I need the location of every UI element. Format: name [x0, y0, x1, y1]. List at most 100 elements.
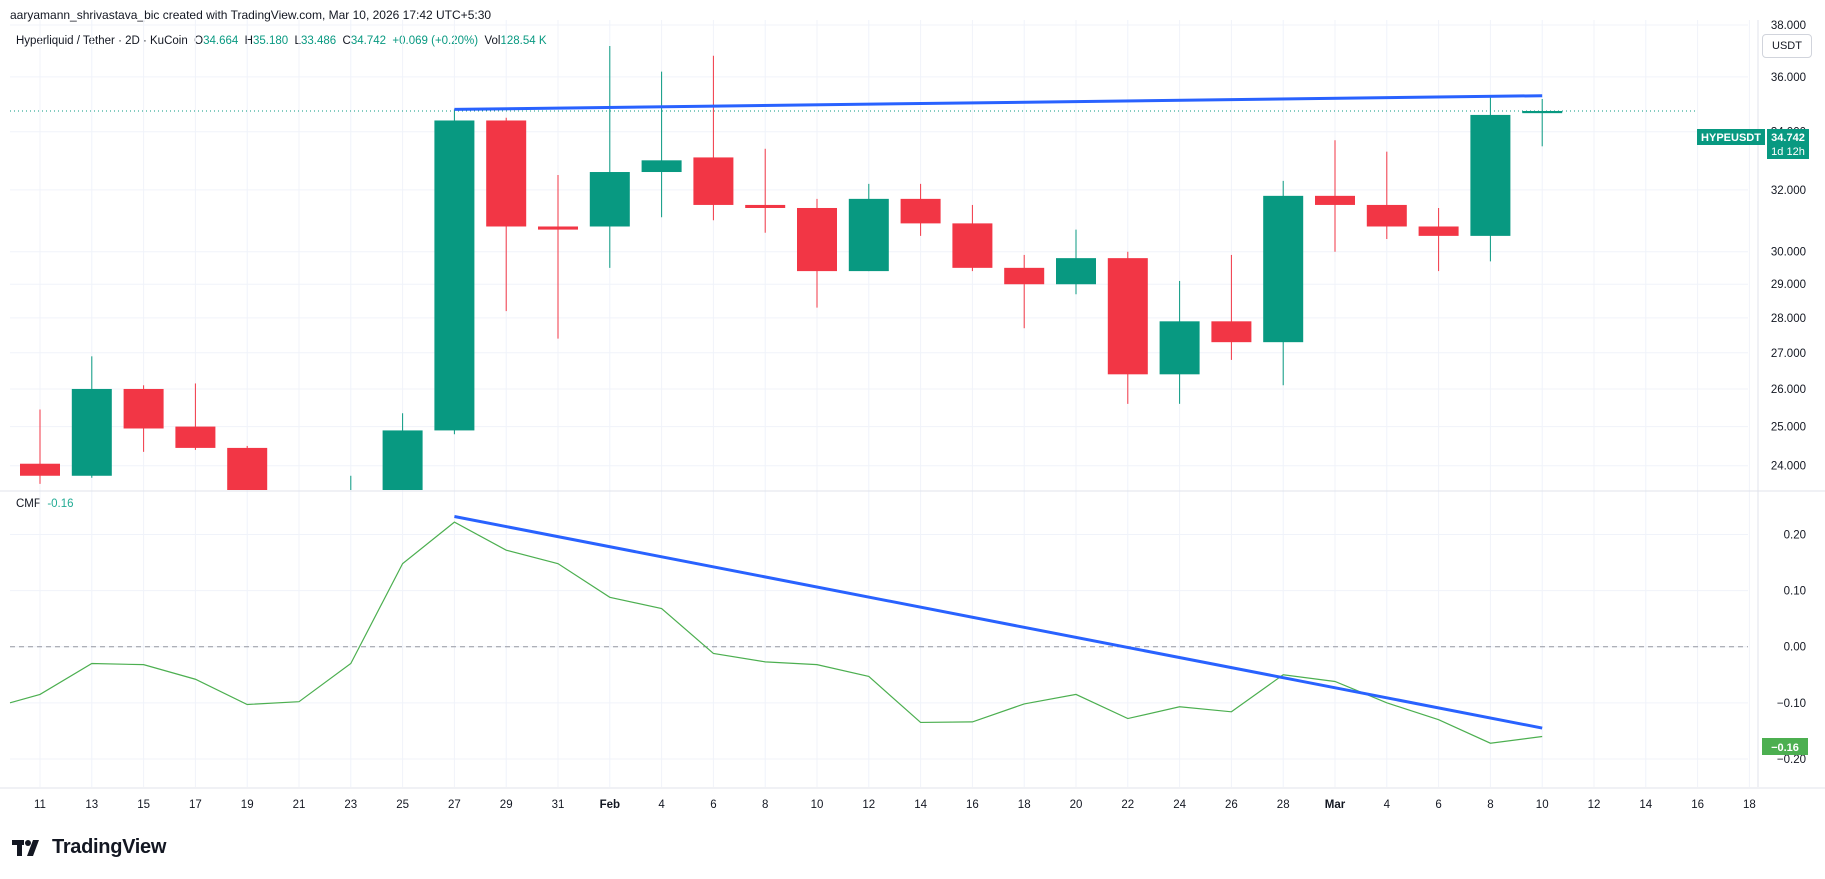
price-tick-label: 27.000	[1771, 348, 1806, 360]
x-tick-label: 13	[85, 799, 98, 811]
candle-body	[952, 223, 993, 268]
cmf-tag-bg	[1762, 738, 1808, 755]
x-tick-label: 18	[1018, 799, 1031, 811]
chart-canvas[interactable]: 24.000 25.000 26.000 27.000 28.000 29.000 30.0…	[0, 0, 1825, 825]
x-tick-label: 10	[811, 799, 824, 811]
price-tick-label: 25.000	[1771, 422, 1806, 434]
candle-body	[538, 226, 578, 230]
price-tick-label: 38.000	[1771, 20, 1806, 32]
candle-body	[900, 198, 941, 224]
x-tick-label: 19	[241, 799, 254, 811]
x-tick-label: 14	[914, 799, 927, 811]
x-tick-label: 20	[1070, 799, 1083, 811]
x-tick-label: 23	[344, 799, 357, 811]
low-label: L	[294, 35, 301, 47]
price-tick-label: 26.000	[1771, 384, 1806, 396]
candle-body	[227, 447, 268, 490]
price-tick-label: 32.000	[1771, 185, 1806, 197]
price-tag-symbol-bg	[1697, 129, 1765, 145]
low-value: 33.486	[300, 35, 337, 47]
candle-body	[1263, 195, 1304, 343]
x-tick-label: 29	[500, 799, 513, 811]
candle-body	[1418, 226, 1459, 236]
x-tick-label: 8	[762, 799, 768, 811]
cmf-tick-label: −0.10	[1777, 698, 1806, 710]
x-tick-label: 31	[552, 799, 565, 811]
attribution-text: aaryamann_shrivastava_bic created with T…	[10, 8, 492, 22]
x-tick-label: 14	[1639, 799, 1652, 811]
x-tick-label: 11	[34, 799, 46, 811]
cmf-line	[9, 521, 1543, 744]
x-tick-label: 16	[1691, 799, 1704, 811]
x-tick-label: 26	[1225, 799, 1238, 811]
candle-body	[848, 198, 889, 272]
cmf-tick-label: 0.20	[1784, 529, 1806, 541]
x-tick-label: 4	[1384, 799, 1391, 811]
x-tick-label: 12	[1588, 799, 1601, 811]
tradingview-logo[interactable]: TradingView	[12, 836, 166, 859]
x-tick-label: 15	[137, 799, 150, 811]
candle-body	[745, 204, 786, 208]
candle-body	[797, 207, 837, 272]
tradingview-logo-icon	[12, 839, 39, 856]
candle-body	[382, 430, 423, 490]
x-tick-label: 6	[1435, 799, 1441, 811]
candle-body	[175, 426, 216, 448]
x-tick-label: 25	[396, 799, 409, 811]
candle-body	[641, 160, 682, 173]
resistance-trendline	[454, 94, 1543, 111]
high-label: H	[244, 35, 253, 47]
close-label: C	[342, 35, 351, 47]
price-tag-symbol: HYPEUSDT	[1701, 132, 1761, 144]
grid-lines	[0, 20, 1825, 789]
open-value: 34.664	[203, 35, 239, 47]
x-tick-label: 17	[189, 799, 202, 811]
candle-body	[589, 172, 630, 227]
x-tick-label: 8	[1487, 799, 1493, 811]
open-label: O	[194, 35, 204, 47]
symbol-name: Hyperliquid / Tether · 2D · KuCoin	[16, 35, 188, 47]
change-value: +0.069 (+0.20%)	[392, 35, 479, 47]
candle-body	[123, 388, 164, 429]
candle-body	[486, 120, 527, 227]
price-tag-value: 34.742	[1771, 132, 1805, 144]
cmf-tick-label: −0.20	[1777, 754, 1806, 766]
candle-body	[693, 157, 734, 205]
price-tick-label: 24.000	[1771, 461, 1806, 473]
x-tick-label: 27	[448, 799, 461, 811]
candle-body	[434, 120, 475, 431]
cmf-value: -0.16	[47, 498, 74, 510]
cmf-pane: 0.20 0.10 0.00 −0.10 −0.20	[9, 515, 1806, 766]
candle-body	[1004, 267, 1045, 285]
price-tag-countdown: 1d 12h	[1771, 146, 1805, 158]
symbol-legend: Hyperliquid / Tether · 2D · KuCoin O34.6…	[16, 35, 547, 47]
candle-body	[20, 463, 60, 476]
price-tags: HYPEUSDT 34.742 1d 12h −0.16	[1697, 129, 1809, 755]
x-tick-label: 4	[658, 799, 665, 811]
x-tick-label: Mar	[1325, 799, 1346, 811]
tradingview-logo-text: TradingView	[52, 836, 167, 858]
x-tick-label: 10	[1536, 799, 1549, 811]
candle-body	[71, 388, 112, 476]
price-tick-label: 29.000	[1771, 279, 1806, 291]
x-tick-label: 18	[1743, 799, 1756, 811]
price-tick-label: 36.000	[1771, 72, 1806, 84]
cmf-tick-label: 0.10	[1784, 586, 1806, 598]
price-axis: 24.000 25.000 26.000 27.000 28.000 29.000 30.0…	[1771, 20, 1806, 473]
cmf-label: CMF	[16, 498, 41, 510]
x-tick-label: 12	[862, 799, 875, 811]
cmf-trendline	[454, 515, 1543, 730]
candle-body	[1522, 110, 1563, 114]
candle-body	[1366, 204, 1407, 227]
price-tick-label: 28.000	[1771, 313, 1806, 325]
x-tick-label: 28	[1277, 799, 1290, 811]
currency-button[interactable]: USDT	[1762, 34, 1812, 58]
x-tick-label: Feb	[600, 799, 620, 811]
candle-body	[1211, 321, 1252, 343]
volume-value: 128.54 K	[500, 35, 547, 47]
volume-label: Vol	[484, 35, 501, 47]
time-axis: 11 13 15 17 19 21 23 25 27 29 31 Feb 4 6 8 10 12 14 16 18 20…	[34, 799, 1756, 811]
candle-body	[1159, 321, 1200, 375]
price-tag-bg	[1767, 129, 1809, 159]
candle-body	[1315, 195, 1355, 205]
